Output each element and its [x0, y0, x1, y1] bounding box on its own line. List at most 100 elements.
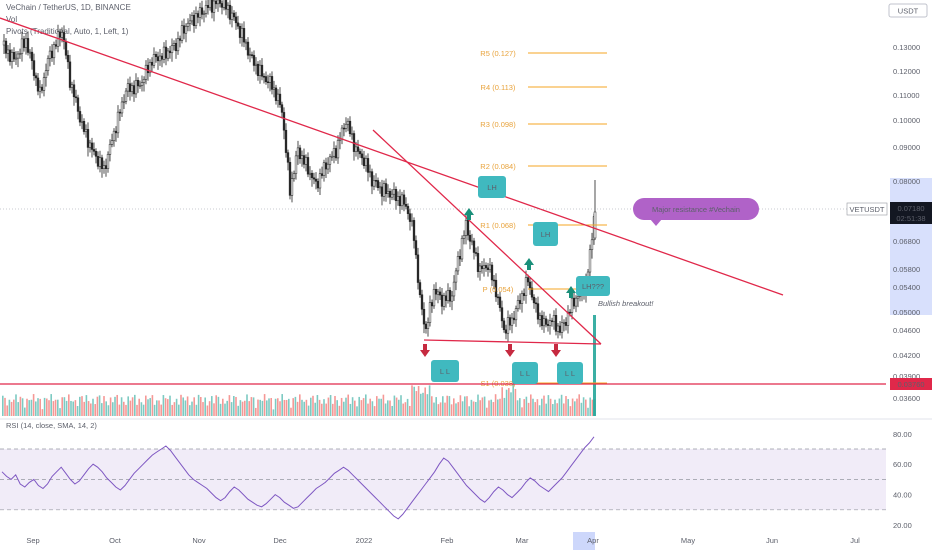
price-tick-label: 0.13000 — [893, 43, 920, 52]
volume-bar — [160, 404, 162, 416]
volume-bar — [2, 395, 4, 416]
volume-bar — [261, 400, 264, 416]
candle — [208, 0, 212, 11]
candle — [22, 35, 26, 52]
candle — [364, 155, 368, 172]
candle-body — [30, 51, 34, 61]
candle-body — [422, 309, 426, 325]
candle-body — [438, 291, 442, 296]
volume-bar — [17, 402, 19, 416]
candle-body — [510, 317, 514, 326]
candle-body — [302, 155, 306, 165]
candle — [394, 186, 398, 210]
volume-bar — [173, 402, 176, 416]
candle — [144, 60, 148, 85]
volume-bar — [420, 393, 422, 416]
candle — [84, 124, 88, 138]
candle — [384, 178, 388, 202]
candle — [206, 0, 210, 15]
pivot-label: R1 (0.068) — [480, 221, 516, 230]
volume-bar — [384, 403, 387, 416]
candle — [336, 135, 340, 164]
candle-body — [270, 76, 274, 90]
volume-bar — [204, 397, 206, 416]
candle-body — [22, 38, 26, 48]
candle-body — [154, 54, 158, 57]
volume-bar — [354, 400, 356, 416]
candle — [530, 280, 534, 301]
candle — [436, 288, 440, 304]
candle-body — [258, 64, 262, 76]
candle-body — [272, 87, 276, 90]
candle — [126, 78, 130, 98]
candle-body — [242, 28, 246, 43]
candle-body — [490, 264, 494, 281]
candle — [142, 76, 146, 92]
candle-body — [402, 194, 406, 205]
volume-bar — [470, 399, 473, 416]
volume-bar — [307, 405, 310, 416]
candle-body — [12, 52, 16, 60]
candle-body — [214, 0, 218, 5]
candle — [212, 0, 216, 22]
candlestick-series — [2, 0, 597, 343]
volume-bar — [257, 399, 259, 416]
volume-bar — [585, 399, 587, 416]
candle-body — [342, 127, 346, 130]
volume-bar — [193, 397, 195, 416]
candle — [96, 151, 100, 170]
volume-bar — [248, 401, 250, 416]
volume-bar — [283, 399, 286, 416]
volume-bar — [483, 396, 486, 416]
candle — [284, 123, 288, 158]
candle — [74, 89, 78, 103]
rsi-indicator-label: RSI (14, close, SMA, 14, 2) — [6, 421, 97, 430]
candle — [512, 311, 516, 324]
candle-body — [260, 64, 264, 77]
candle — [172, 40, 176, 51]
up-arrow-icon — [524, 258, 534, 270]
candle-body — [448, 290, 452, 302]
volume-bar — [318, 399, 321, 416]
candle-body — [364, 158, 368, 166]
volume-bar — [158, 400, 160, 416]
candle-body — [396, 196, 400, 202]
candle-body — [372, 180, 376, 187]
candle-body — [36, 77, 40, 92]
candle — [536, 296, 540, 325]
candle-body — [354, 146, 358, 152]
volume-bar — [191, 401, 193, 416]
candle — [526, 274, 530, 287]
candle — [274, 84, 278, 105]
trendlines — [0, 17, 886, 385]
volume-bar — [358, 396, 360, 416]
candle — [452, 275, 456, 301]
candle — [26, 31, 30, 56]
volume-bar — [202, 402, 204, 416]
candle-body — [516, 300, 520, 309]
volume-bar — [222, 398, 224, 416]
volume-bar — [131, 397, 134, 416]
candle-body — [588, 249, 592, 273]
candle — [468, 230, 472, 250]
candle-body — [136, 80, 140, 87]
candle-body — [292, 173, 296, 179]
candle-body — [450, 295, 454, 302]
candle-body — [120, 101, 124, 114]
candle-body — [404, 204, 408, 207]
volume-bar — [468, 406, 470, 416]
candle-body — [142, 78, 146, 83]
candle — [504, 324, 508, 340]
currency-selector[interactable] — [888, 3, 928, 18]
candle — [450, 290, 454, 311]
candle-body — [110, 140, 114, 145]
candle-body — [288, 162, 292, 196]
candle — [498, 292, 502, 312]
volume-bar — [450, 404, 453, 416]
volume-bar — [32, 394, 35, 416]
candle-body — [118, 111, 122, 114]
volume-bar — [43, 397, 46, 416]
candle-body — [550, 320, 554, 322]
candle-body — [566, 311, 570, 326]
